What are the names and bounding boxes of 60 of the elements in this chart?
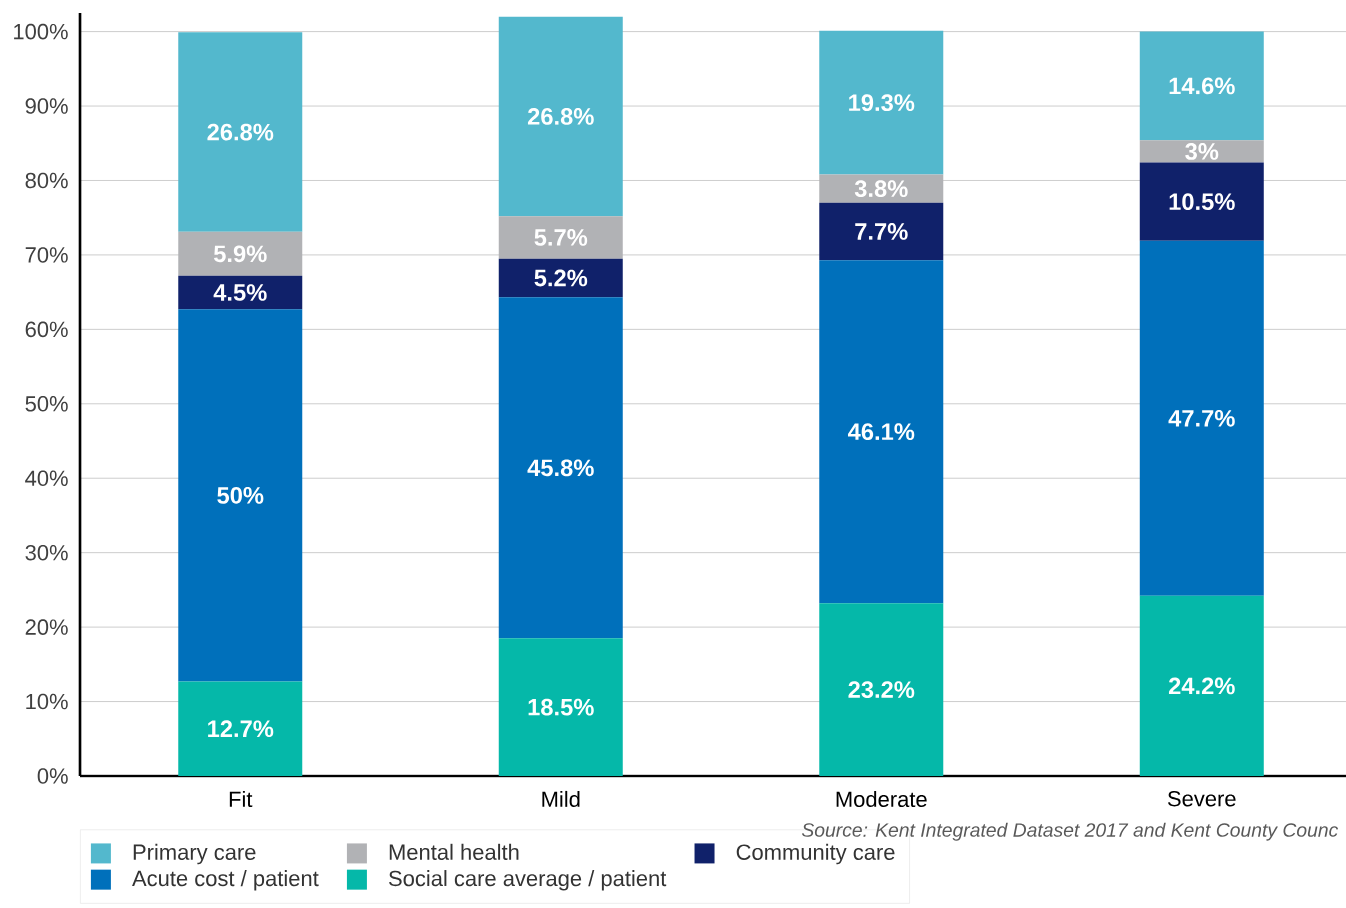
data-label: 12.7% <box>208 720 274 738</box>
legend-label: Mental health <box>389 843 519 860</box>
x-tick-label: Fit <box>229 790 253 807</box>
bar <box>178 309 303 682</box>
source-note: Source: Kent Integrated Dataset 2017 and Kent County Counc <box>801 822 1339 841</box>
data-label: 5.2% <box>534 269 588 287</box>
data-label: 3% <box>1185 143 1219 160</box>
bar <box>178 231 303 276</box>
bar <box>819 603 944 776</box>
y-tick-label: 80% <box>25 172 68 189</box>
bar <box>1139 595 1264 776</box>
data-label: 50% <box>217 486 264 504</box>
y-tick-label: 30% <box>25 544 68 561</box>
y-tick-label: 60% <box>25 321 68 338</box>
bar <box>498 297 623 639</box>
y-tick-label: 70% <box>25 247 68 263</box>
data-label: 7.7% <box>855 223 908 240</box>
bar <box>819 260 944 604</box>
bar <box>178 32 303 232</box>
y-tick-label: 20% <box>25 619 68 635</box>
data-label: 5.9% <box>213 245 267 263</box>
data-label: 10.5% <box>1169 193 1235 211</box>
data-label: 24.2% <box>1168 677 1235 695</box>
bar <box>178 681 303 776</box>
data-label: 19.3% <box>849 94 915 112</box>
x-tick-label: Mild <box>542 790 580 808</box>
data-label: 47.7% <box>1168 409 1235 427</box>
data-label: 18.5% <box>528 698 594 716</box>
data-label: 26.8% <box>527 108 594 125</box>
bar <box>1139 31 1264 141</box>
y-tick-label: 10% <box>26 693 68 710</box>
bar <box>1139 162 1264 241</box>
bar <box>498 216 623 259</box>
data-label: 5.7% <box>534 229 588 246</box>
data-label: 23.2% <box>848 681 915 699</box>
legend-label: Community care <box>736 843 895 865</box>
legend-label: Acute cost / patient <box>132 870 319 891</box>
bar <box>498 16 623 217</box>
bar <box>1139 140 1264 163</box>
bar <box>1139 240 1264 596</box>
bar <box>819 202 944 261</box>
data-label: 46.1% <box>847 423 915 441</box>
bar <box>819 30 944 175</box>
y-tick-label: 0% <box>37 768 68 784</box>
y-tick-label: 50% <box>25 396 68 412</box>
x-tick-label: Severe <box>1167 790 1236 807</box>
data-label: 26.8% <box>207 123 274 141</box>
bar <box>498 638 623 776</box>
bar <box>498 258 623 298</box>
legend-label: Social care average / patient <box>389 870 667 891</box>
data-label: 45.8% <box>527 459 594 477</box>
y-tick-label: 40% <box>25 470 68 487</box>
legend-label: Primary care <box>133 843 256 865</box>
y-tick-label: 90% <box>25 98 68 114</box>
data-label: 4.5% <box>213 284 267 301</box>
bar <box>178 275 303 310</box>
x-tick-label: Moderate <box>836 790 927 808</box>
data-label: 14.6% <box>1169 77 1235 95</box>
y-tick-label: 100% <box>14 23 68 40</box>
data-label: 3.8% <box>854 180 908 198</box>
